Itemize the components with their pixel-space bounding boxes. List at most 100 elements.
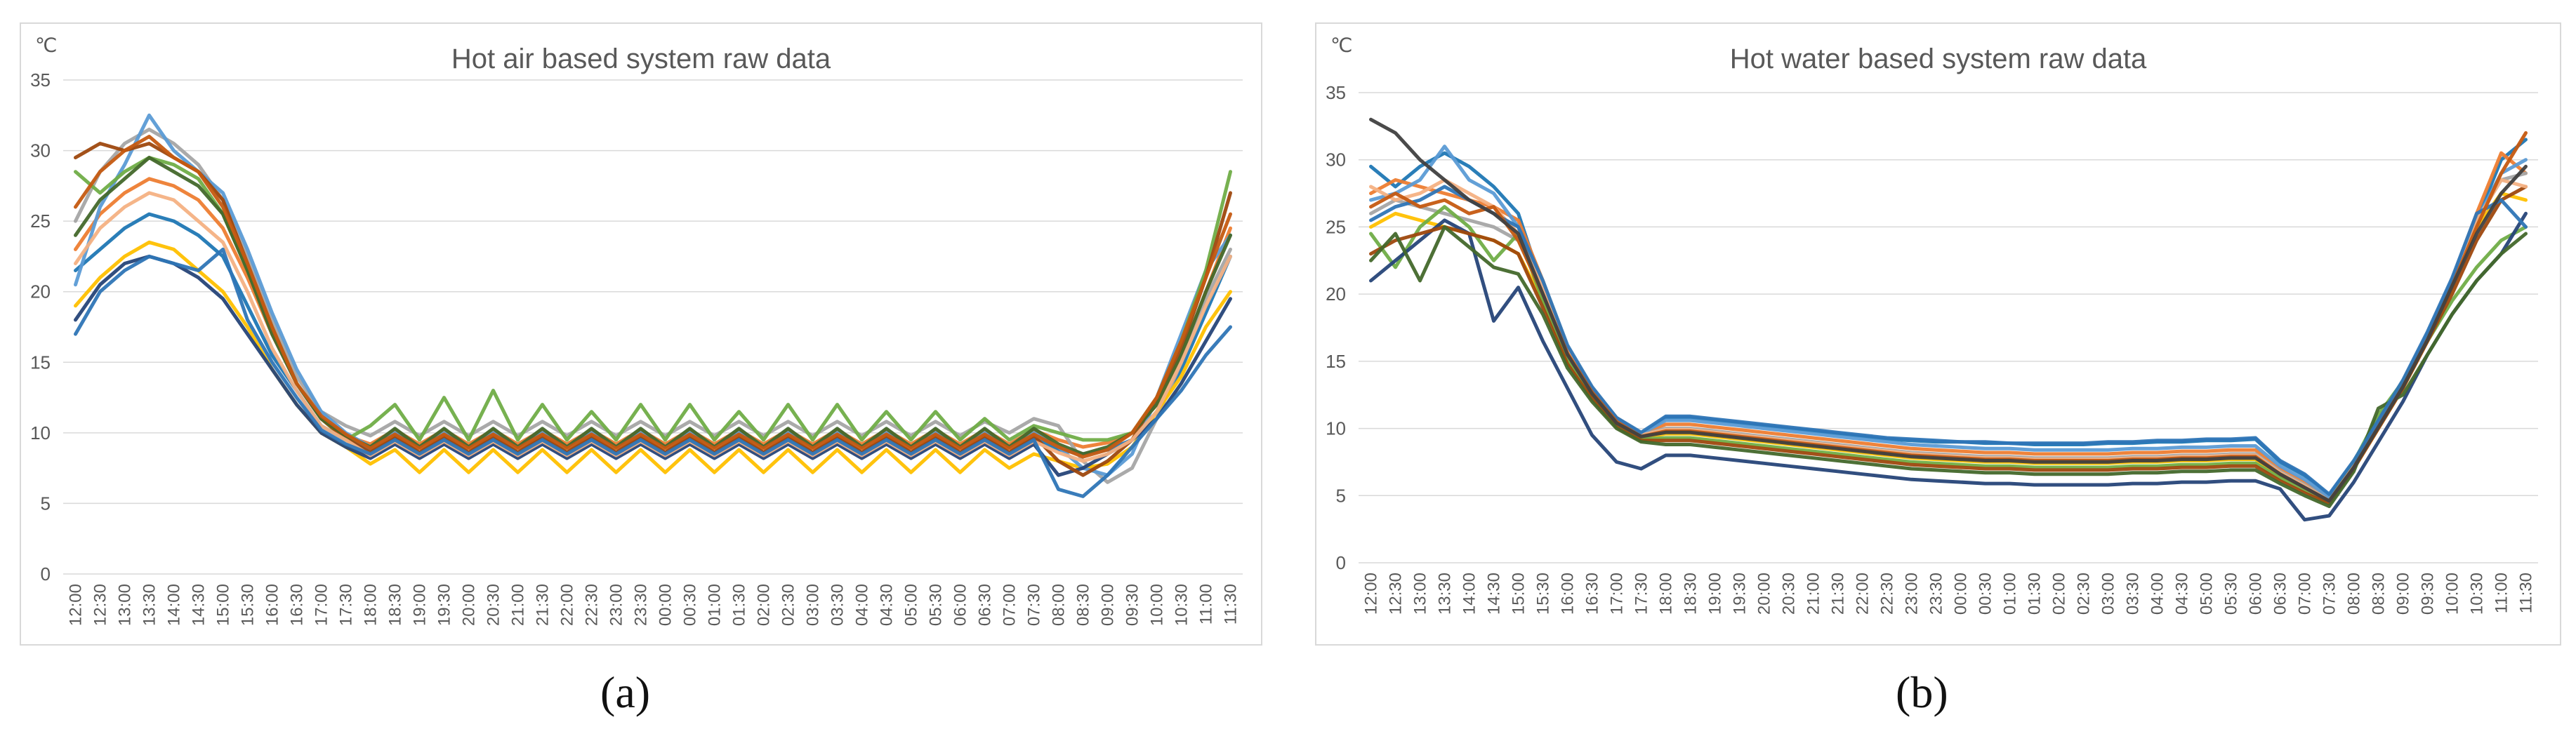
x-tick-label: 16:00 xyxy=(1559,573,1578,615)
x-tick-label: 14:00 xyxy=(1460,573,1479,615)
x-tick-label: 15:00 xyxy=(1510,573,1528,615)
x-tick-label: 16:30 xyxy=(1583,573,1602,615)
series-line-series-7 xyxy=(1369,211,2528,522)
x-tick-label: 21:00 xyxy=(509,584,528,626)
x-tick-label: 22:30 xyxy=(583,584,602,626)
x-tick-label: 20:00 xyxy=(1755,573,1774,615)
x-tick-label: 22:30 xyxy=(1878,573,1897,615)
x-tick-label: 04:00 xyxy=(2148,573,2167,615)
x-tick-label: 22:00 xyxy=(558,584,577,626)
x-tick-label: 07:30 xyxy=(2320,573,2339,615)
x-tick-label: 16:00 xyxy=(263,584,282,626)
x-tick-label: 14:30 xyxy=(1485,573,1504,615)
x-tick-label: 03:30 xyxy=(2124,573,2143,615)
y-tick-label: 5 xyxy=(41,493,51,514)
x-tick-label: 13:00 xyxy=(1411,573,1430,615)
x-tick-label: 02:00 xyxy=(2050,573,2069,615)
x-tick-label: 03:00 xyxy=(804,584,823,626)
x-tick-label: 15:00 xyxy=(214,584,233,626)
x-tick-label: 09:30 xyxy=(1123,584,1142,626)
x-tick-label: 20:30 xyxy=(1780,573,1799,615)
x-tick-label: 02:00 xyxy=(755,584,774,626)
x-tick-label: 08:00 xyxy=(2345,573,2364,615)
x-tick-label: 14:00 xyxy=(165,584,184,626)
x-tick-label: 01:30 xyxy=(2026,573,2045,615)
x-tick-label: 19:30 xyxy=(1731,573,1750,615)
series-line-series-5 xyxy=(1369,145,2528,499)
x-tick-label: 10:00 xyxy=(2443,573,2462,615)
x-tick-label: 01:00 xyxy=(706,584,725,626)
x-tick-label: 11:00 xyxy=(2492,573,2511,613)
x-tick-label: 13:30 xyxy=(140,584,159,626)
x-tick-label: 21:30 xyxy=(534,584,553,626)
x-tick-label: 19:00 xyxy=(411,584,430,626)
x-tick-label: 23:00 xyxy=(1903,573,1922,615)
y-tick-label: 5 xyxy=(1336,485,1346,506)
y-tick-label: 10 xyxy=(30,422,51,443)
y-tick-label: 10 xyxy=(1326,418,1346,439)
x-tick-label: 15:30 xyxy=(1534,573,1553,615)
y-tick-label: 30 xyxy=(1326,149,1346,171)
x-tick-label: 08:30 xyxy=(2370,573,2389,615)
x-tick-label: 00:30 xyxy=(681,584,700,626)
x-tick-label: 07:00 xyxy=(2296,573,2315,615)
x-tick-label: 01:30 xyxy=(730,584,749,626)
x-tick-label: 12:00 xyxy=(67,584,86,626)
x-tick-label: 21:00 xyxy=(1804,573,1823,615)
x-tick-label: 06:00 xyxy=(951,584,970,626)
chart-panel-b: Hot water based system raw data ℃ 0 5 10 15… xyxy=(1315,22,2561,646)
chart-title-b: Hot water based system raw data xyxy=(1729,44,2147,74)
x-tick-label: 14:30 xyxy=(190,584,209,626)
y-unit-label-b: ℃ xyxy=(1330,34,1353,57)
series-line-series-2 xyxy=(74,177,1232,449)
series-line-series-11 xyxy=(1369,185,2528,496)
x-tick-label: 08:00 xyxy=(1050,584,1069,626)
x-tick-label: 18:30 xyxy=(1682,573,1700,615)
x-tick-label: 03:30 xyxy=(828,584,847,626)
x-tick-label: 17:00 xyxy=(312,584,331,626)
figure-caption-a: (a) xyxy=(600,667,651,717)
x-tick-label: 23:30 xyxy=(632,584,651,626)
line-chart-a: 0 5 10 15 20 25 30 35 12:00 12:30 13:00 13:30 14:00 1… xyxy=(30,69,1243,626)
x-tick-label: 13:30 xyxy=(1436,573,1455,615)
x-tick-label: 17:30 xyxy=(1632,573,1651,615)
x-tick-label: 06:30 xyxy=(976,584,995,626)
x-tick-label: 05:30 xyxy=(927,584,946,626)
x-tick-label: 08:30 xyxy=(1074,584,1093,626)
x-tick-label: 23:30 xyxy=(1927,573,1946,615)
x-tick-label: 04:30 xyxy=(2173,573,2192,615)
chart-title-a: Hot air based system raw data xyxy=(451,44,831,74)
x-tick-label: 05:00 xyxy=(902,584,921,626)
figure-caption-b: (b) xyxy=(1896,667,1948,717)
x-tick-label: 07:30 xyxy=(1025,584,1044,626)
x-tick-label: 10:00 xyxy=(1148,584,1167,626)
chart-panel-a: Hot air based system raw data ℃ 0 5 10 15 20… xyxy=(20,22,1262,646)
y-tick-label: 30 xyxy=(30,140,51,161)
x-tick-label: 18:00 xyxy=(362,584,381,626)
x-tick-label: 03:00 xyxy=(2099,573,2118,615)
series-line-series-3 xyxy=(74,127,1232,484)
x-tick-label: 05:30 xyxy=(2222,573,2241,615)
y-unit-label-a: ℃ xyxy=(35,34,58,57)
x-tick-label: 06:30 xyxy=(2271,573,2290,615)
x-tick-label: 10:30 xyxy=(1173,584,1191,626)
series-line-series-13 xyxy=(1369,117,2528,503)
x-tick-label: 17:30 xyxy=(337,584,356,626)
series-line-series-11 xyxy=(74,247,1232,498)
x-tick-label: 04:30 xyxy=(878,584,897,626)
x-tick-label: 18:30 xyxy=(386,584,405,626)
y-tick-label: 15 xyxy=(30,352,51,373)
y-tick-label: 35 xyxy=(30,69,51,91)
x-tick-label: 18:00 xyxy=(1657,573,1676,615)
x-tick-label: 09:30 xyxy=(2419,573,2438,615)
y-tick-label: 25 xyxy=(1326,216,1346,237)
x-tick-label: 00:00 xyxy=(1952,573,1971,615)
x-tick-label: 12:30 xyxy=(91,584,110,626)
x-tick-label: 12:00 xyxy=(1362,573,1381,615)
y-tick-label: 15 xyxy=(1326,351,1346,372)
y-tick-label: 20 xyxy=(1326,283,1346,305)
y-tick-label: 25 xyxy=(30,211,51,232)
x-tick-label: 21:30 xyxy=(1829,573,1848,615)
series-line-series-12 xyxy=(74,135,1232,459)
x-tick-label: 15:30 xyxy=(239,584,258,626)
